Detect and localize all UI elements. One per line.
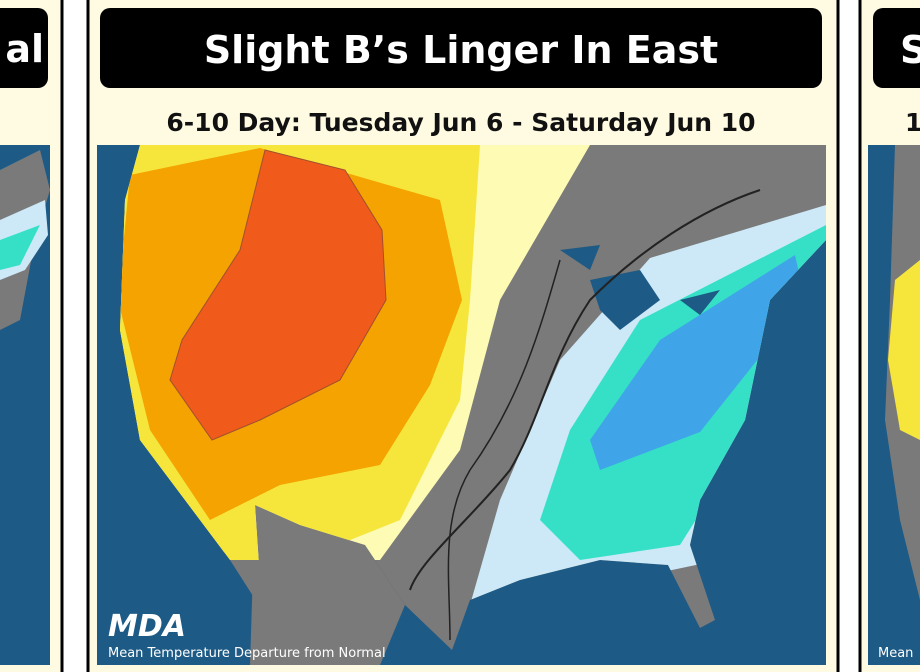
panel-title: Slight B’s Linger In East: [204, 28, 718, 72]
contour: [447, 259, 561, 641]
panel-title: al: [5, 27, 44, 71]
anomaly: [169, 149, 387, 441]
title-bar: [100, 8, 822, 88]
panel-subtitle: 1: [905, 108, 920, 137]
panel-subtitle: 6-10 Day: Tuesday Jun 6 - Saturday Jun 1…: [166, 108, 755, 137]
title-bar: [0, 8, 48, 88]
title-bar: [873, 8, 920, 88]
anomaly: [0, 225, 40, 270]
land: [250, 505, 405, 665]
panel-title: S: [900, 28, 920, 72]
logo: MDA: [108, 609, 186, 644]
contour: [409, 189, 761, 591]
map: [97, 145, 826, 665]
lakes: [560, 245, 720, 330]
anomaly: [888, 260, 920, 440]
map-caption: Mean Temperature Departure from Normal: [108, 646, 386, 661]
anomalies: [120, 145, 826, 605]
map-caption: Mean: [878, 646, 913, 661]
anomaly: [590, 255, 805, 470]
